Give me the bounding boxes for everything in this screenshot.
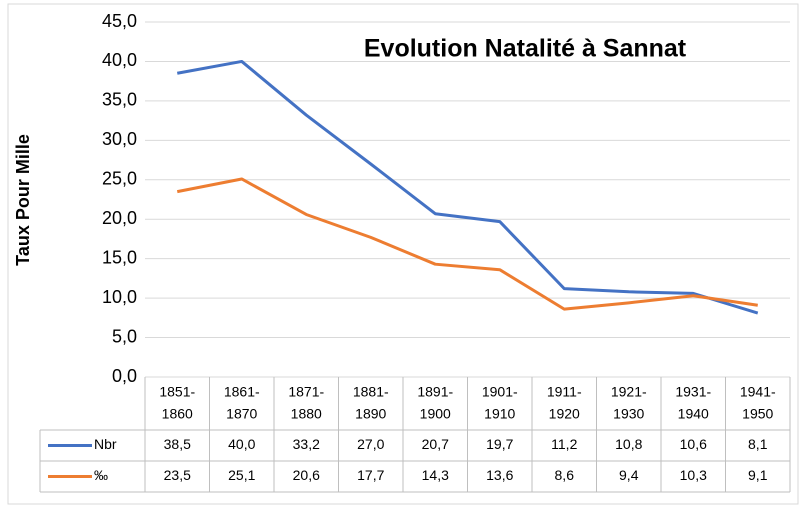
table-value: 40,0 <box>228 436 255 452</box>
y-tick-label: 25,0 <box>102 169 137 189</box>
x-tick-label: 1921- <box>611 384 647 400</box>
table-value: 20,6 <box>293 467 320 483</box>
table-value: 14,3 <box>422 467 449 483</box>
series-line <box>176 177 758 311</box>
x-tick-label: 1900 <box>420 406 451 422</box>
table-value: 8,1 <box>748 436 768 452</box>
table-value: 25,1 <box>228 467 255 483</box>
table-value: 23,5 <box>164 467 191 483</box>
x-tick-label: 1901- <box>482 384 518 400</box>
x-tick-label: 1930 <box>613 406 644 422</box>
table-value: 10,8 <box>615 436 642 452</box>
y-tick-label: 15,0 <box>102 247 137 267</box>
table-value: 10,3 <box>680 467 707 483</box>
x-tick-label: 1881- <box>353 384 389 400</box>
table-value: 10,6 <box>680 436 707 452</box>
legend-label: ‰ <box>94 467 108 483</box>
x-tick-label: 1911- <box>547 384 582 400</box>
y-tick-label: 10,0 <box>102 287 137 307</box>
table-value: 9,1 <box>748 467 768 483</box>
chart-title: Evolution Natalité à Sannat <box>364 35 687 63</box>
table-value: 38,5 <box>164 436 191 452</box>
table-value: 17,7 <box>357 467 384 483</box>
x-tick-label: 1871- <box>288 384 324 400</box>
table-value: 13,6 <box>486 467 513 483</box>
x-tick-label: 1891- <box>417 384 453 400</box>
y-tick-label: 5,0 <box>112 326 137 346</box>
y-tick-label: 0,0 <box>112 366 137 386</box>
x-tick-label: 1890 <box>355 406 386 422</box>
x-tick-label: 1860 <box>162 406 193 422</box>
table-value: 33,2 <box>293 436 320 452</box>
series-line <box>176 59 759 315</box>
table-value: 9,4 <box>619 467 639 483</box>
x-tick-label: 1950 <box>742 406 773 422</box>
table-value: 20,7 <box>422 436 449 452</box>
x-tick-label: 1861- <box>224 384 260 400</box>
x-tick-label: 1870 <box>226 406 257 422</box>
y-tick-label: 45,0 <box>102 11 137 31</box>
table-value: 19,7 <box>486 436 513 452</box>
x-tick-label: 1880 <box>291 406 322 422</box>
x-tick-label: 1931- <box>675 384 711 400</box>
x-tick-label: 1910 <box>484 406 515 422</box>
x-tick-label: 1920 <box>549 406 580 422</box>
y-tick-label: 40,0 <box>102 50 137 70</box>
table-value: 8,6 <box>555 467 575 483</box>
y-tick-label: 30,0 <box>102 129 137 149</box>
y-axis-label: Taux Pour Mille <box>13 134 33 266</box>
x-tick-label: 1941- <box>740 384 776 400</box>
table-value: 27,0 <box>357 436 384 452</box>
y-tick-label: 20,0 <box>102 208 137 228</box>
x-tick-label: 1940 <box>678 406 709 422</box>
legend-label: Nbr <box>94 436 117 452</box>
chart-frame <box>7 3 799 505</box>
y-tick-label: 35,0 <box>102 90 137 110</box>
x-tick-label: 1851- <box>159 384 195 400</box>
table-value: 11,2 <box>551 436 577 452</box>
